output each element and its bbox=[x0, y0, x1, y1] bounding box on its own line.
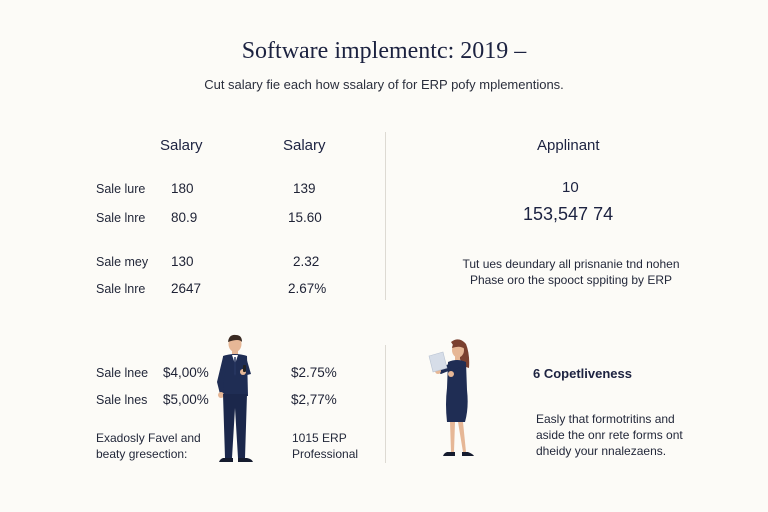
businessman-illustration bbox=[217, 334, 253, 462]
row-value-salary-1: 180 bbox=[171, 181, 194, 196]
applicant-note-line: Tut ues deundary all prisnanie tnd nohen bbox=[462, 257, 680, 271]
row-label: Sale lure bbox=[96, 182, 146, 196]
row-value-salary-1: 130 bbox=[171, 254, 194, 269]
column-header-salary-2: Salary bbox=[283, 137, 326, 154]
row-value-salary-2: 139 bbox=[293, 181, 316, 196]
column-header-applicant: Applinant bbox=[537, 137, 600, 154]
page-title: Software implementc: 2019 – bbox=[241, 38, 527, 64]
applicant-total: 153,547 74 bbox=[523, 204, 614, 224]
footer-right-text: 1015 ERP Professional bbox=[292, 430, 358, 462]
feature-heading: 6 Copetliveness bbox=[533, 366, 632, 381]
footer-left-line: Exadosly Favel and bbox=[96, 431, 201, 445]
applicant-note: Tut ues deundary all prisnanie tnd nohen… bbox=[440, 256, 702, 288]
column-divider-top bbox=[385, 132, 386, 300]
feature-line: aside the onr rete forms ont bbox=[536, 428, 683, 442]
row-label: Sale lnre bbox=[96, 282, 146, 296]
row-value-salary-2: 2.32 bbox=[293, 254, 320, 269]
footer-right-line: 1015 ERP bbox=[292, 431, 347, 445]
row-value-salary-2: $2,77% bbox=[291, 392, 337, 407]
footer-left-line: beaty gresection: bbox=[96, 447, 188, 461]
column-divider-bottom bbox=[385, 345, 386, 463]
feature-text: Easly that formotritins and aside the on… bbox=[536, 411, 683, 459]
feature-line: dheidy your nnalezaens. bbox=[536, 444, 667, 458]
row-value-salary-2: 15.60 bbox=[288, 210, 322, 225]
row-value-salary-1: $5,00% bbox=[163, 392, 209, 407]
businesswoman-illustration bbox=[428, 339, 474, 456]
row-label: Sale lnre bbox=[96, 211, 146, 225]
applicant-note-line: Phase oro the spooct sppiting by ERP bbox=[469, 273, 673, 287]
row-value-salary-2: 2.67% bbox=[288, 281, 327, 296]
row-value-salary-1: $4,00% bbox=[163, 365, 209, 380]
row-label: Sale mey bbox=[96, 255, 149, 269]
row-label: Sale lnes bbox=[96, 393, 148, 407]
footer-left-text: Exadosly Favel and beaty gresection: bbox=[96, 430, 201, 462]
column-header-salary-1: Salary bbox=[160, 137, 203, 154]
row-label: Sale lnee bbox=[96, 366, 149, 380]
feature-line: Easly that formotritins and bbox=[536, 412, 675, 426]
footer-right-line: Professional bbox=[292, 447, 359, 461]
row-value-salary-2: $2.75% bbox=[291, 365, 337, 380]
applicant-count: 10 bbox=[562, 179, 579, 196]
row-value-salary-1: 2647 bbox=[171, 281, 202, 296]
page-subtitle: Cut salary fie each how ssalary of for E… bbox=[204, 77, 564, 92]
row-value-salary-1: 80.9 bbox=[171, 210, 198, 225]
